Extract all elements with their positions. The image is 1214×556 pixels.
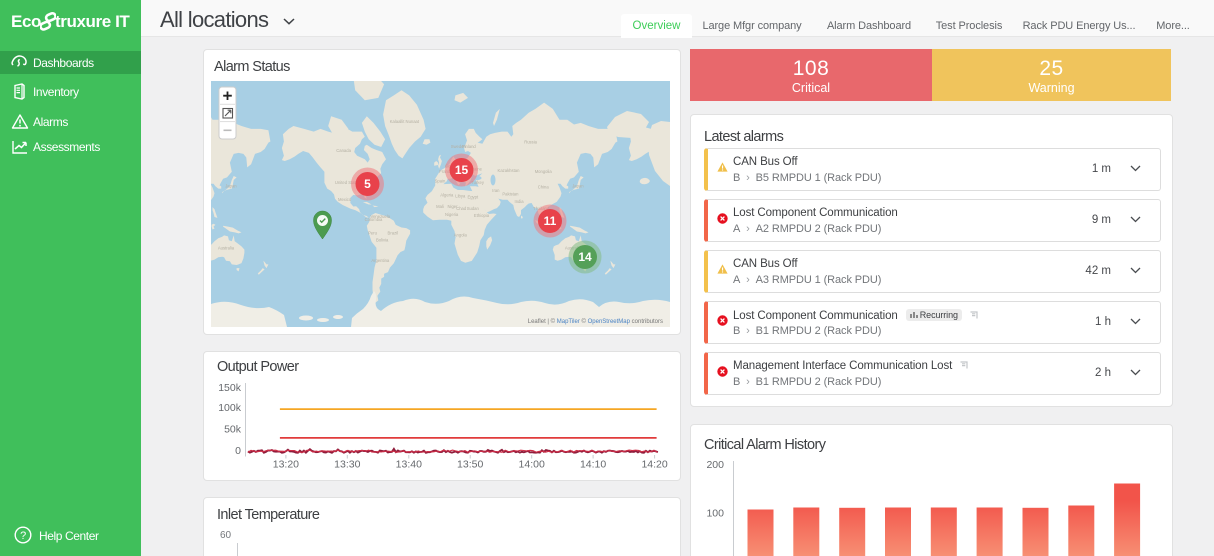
svg-text:Sudan: Sudan [467,206,480,211]
svg-text:Algeria: Algeria [440,193,454,198]
svg-text:?: ? [20,530,26,542]
svg-text:14: 14 [578,250,592,264]
svg-text:China: China [538,185,550,190]
svg-text:13:50: 13:50 [457,459,483,471]
svg-text:Mali: Mali [436,204,444,209]
svg-text:Venezuela: Venezuela [371,214,391,219]
svg-text:50k: 50k [224,424,242,436]
svg-text:Chad: Chad [456,206,467,211]
svg-text:150k: 150k [218,382,242,394]
svg-text:Pakistan: Pakistan [502,192,519,197]
svg-text:Mexico: Mexico [338,197,352,202]
svg-text:Colombia: Colombia [365,217,383,222]
svg-text:200: 200 [706,459,724,471]
svg-text:Turkey: Turkey [471,180,485,185]
svg-text:Argentina: Argentina [371,258,390,263]
svg-text:Egypt: Egypt [467,195,479,200]
svg-text:Finland: Finland [462,144,476,149]
svg-text:14:20: 14:20 [641,459,667,471]
svg-text:100k: 100k [218,402,242,414]
svg-text:Mongolia: Mongolia [535,169,553,174]
svg-text:Niger: Niger [447,204,458,209]
svg-text:United States: United States [335,180,360,185]
svg-text:Leaflet | © MapTiler © OpenStr: Leaflet | © MapTiler © OpenStreetMap con… [528,318,663,325]
svg-text:Japan: Japan [572,184,584,189]
svg-text:Nigeria: Nigeria [445,212,459,217]
svg-text:Canada: Canada [336,148,351,153]
svg-text:15: 15 [455,163,469,177]
svg-text:Iran: Iran [492,188,500,193]
svg-text:Spain: Spain [435,179,446,184]
svg-text:Sweden: Sweden [451,144,467,149]
svg-text:Australia: Australia [218,246,235,251]
svg-text:14:00: 14:00 [519,459,545,471]
svg-text:Ethiopia: Ethiopia [474,213,490,218]
svg-text:Bolivia: Bolivia [376,237,389,242]
svg-text:0: 0 [235,445,241,457]
svg-text:Japan: Japan [225,184,237,189]
svg-text:100: 100 [706,508,724,520]
svg-text:Kazakhstan: Kazakhstan [498,168,521,173]
svg-text:13:40: 13:40 [396,459,422,471]
svg-text:Peru: Peru [368,230,378,235]
svg-text:13:30: 13:30 [334,459,360,471]
svg-text:Kalaallit Nunaat: Kalaallit Nunaat [390,119,420,124]
svg-text:11: 11 [544,214,557,228]
svg-text:Brazil: Brazil [388,230,399,235]
svg-text:Russia: Russia [524,140,537,145]
svg-text:5: 5 [364,177,371,191]
svg-text:Libya: Libya [455,194,466,199]
svg-text:Angola: Angola [454,232,468,237]
svg-text:14:10: 14:10 [580,459,606,471]
svg-text:India: India [515,199,525,204]
svg-text:13:20: 13:20 [273,459,299,471]
